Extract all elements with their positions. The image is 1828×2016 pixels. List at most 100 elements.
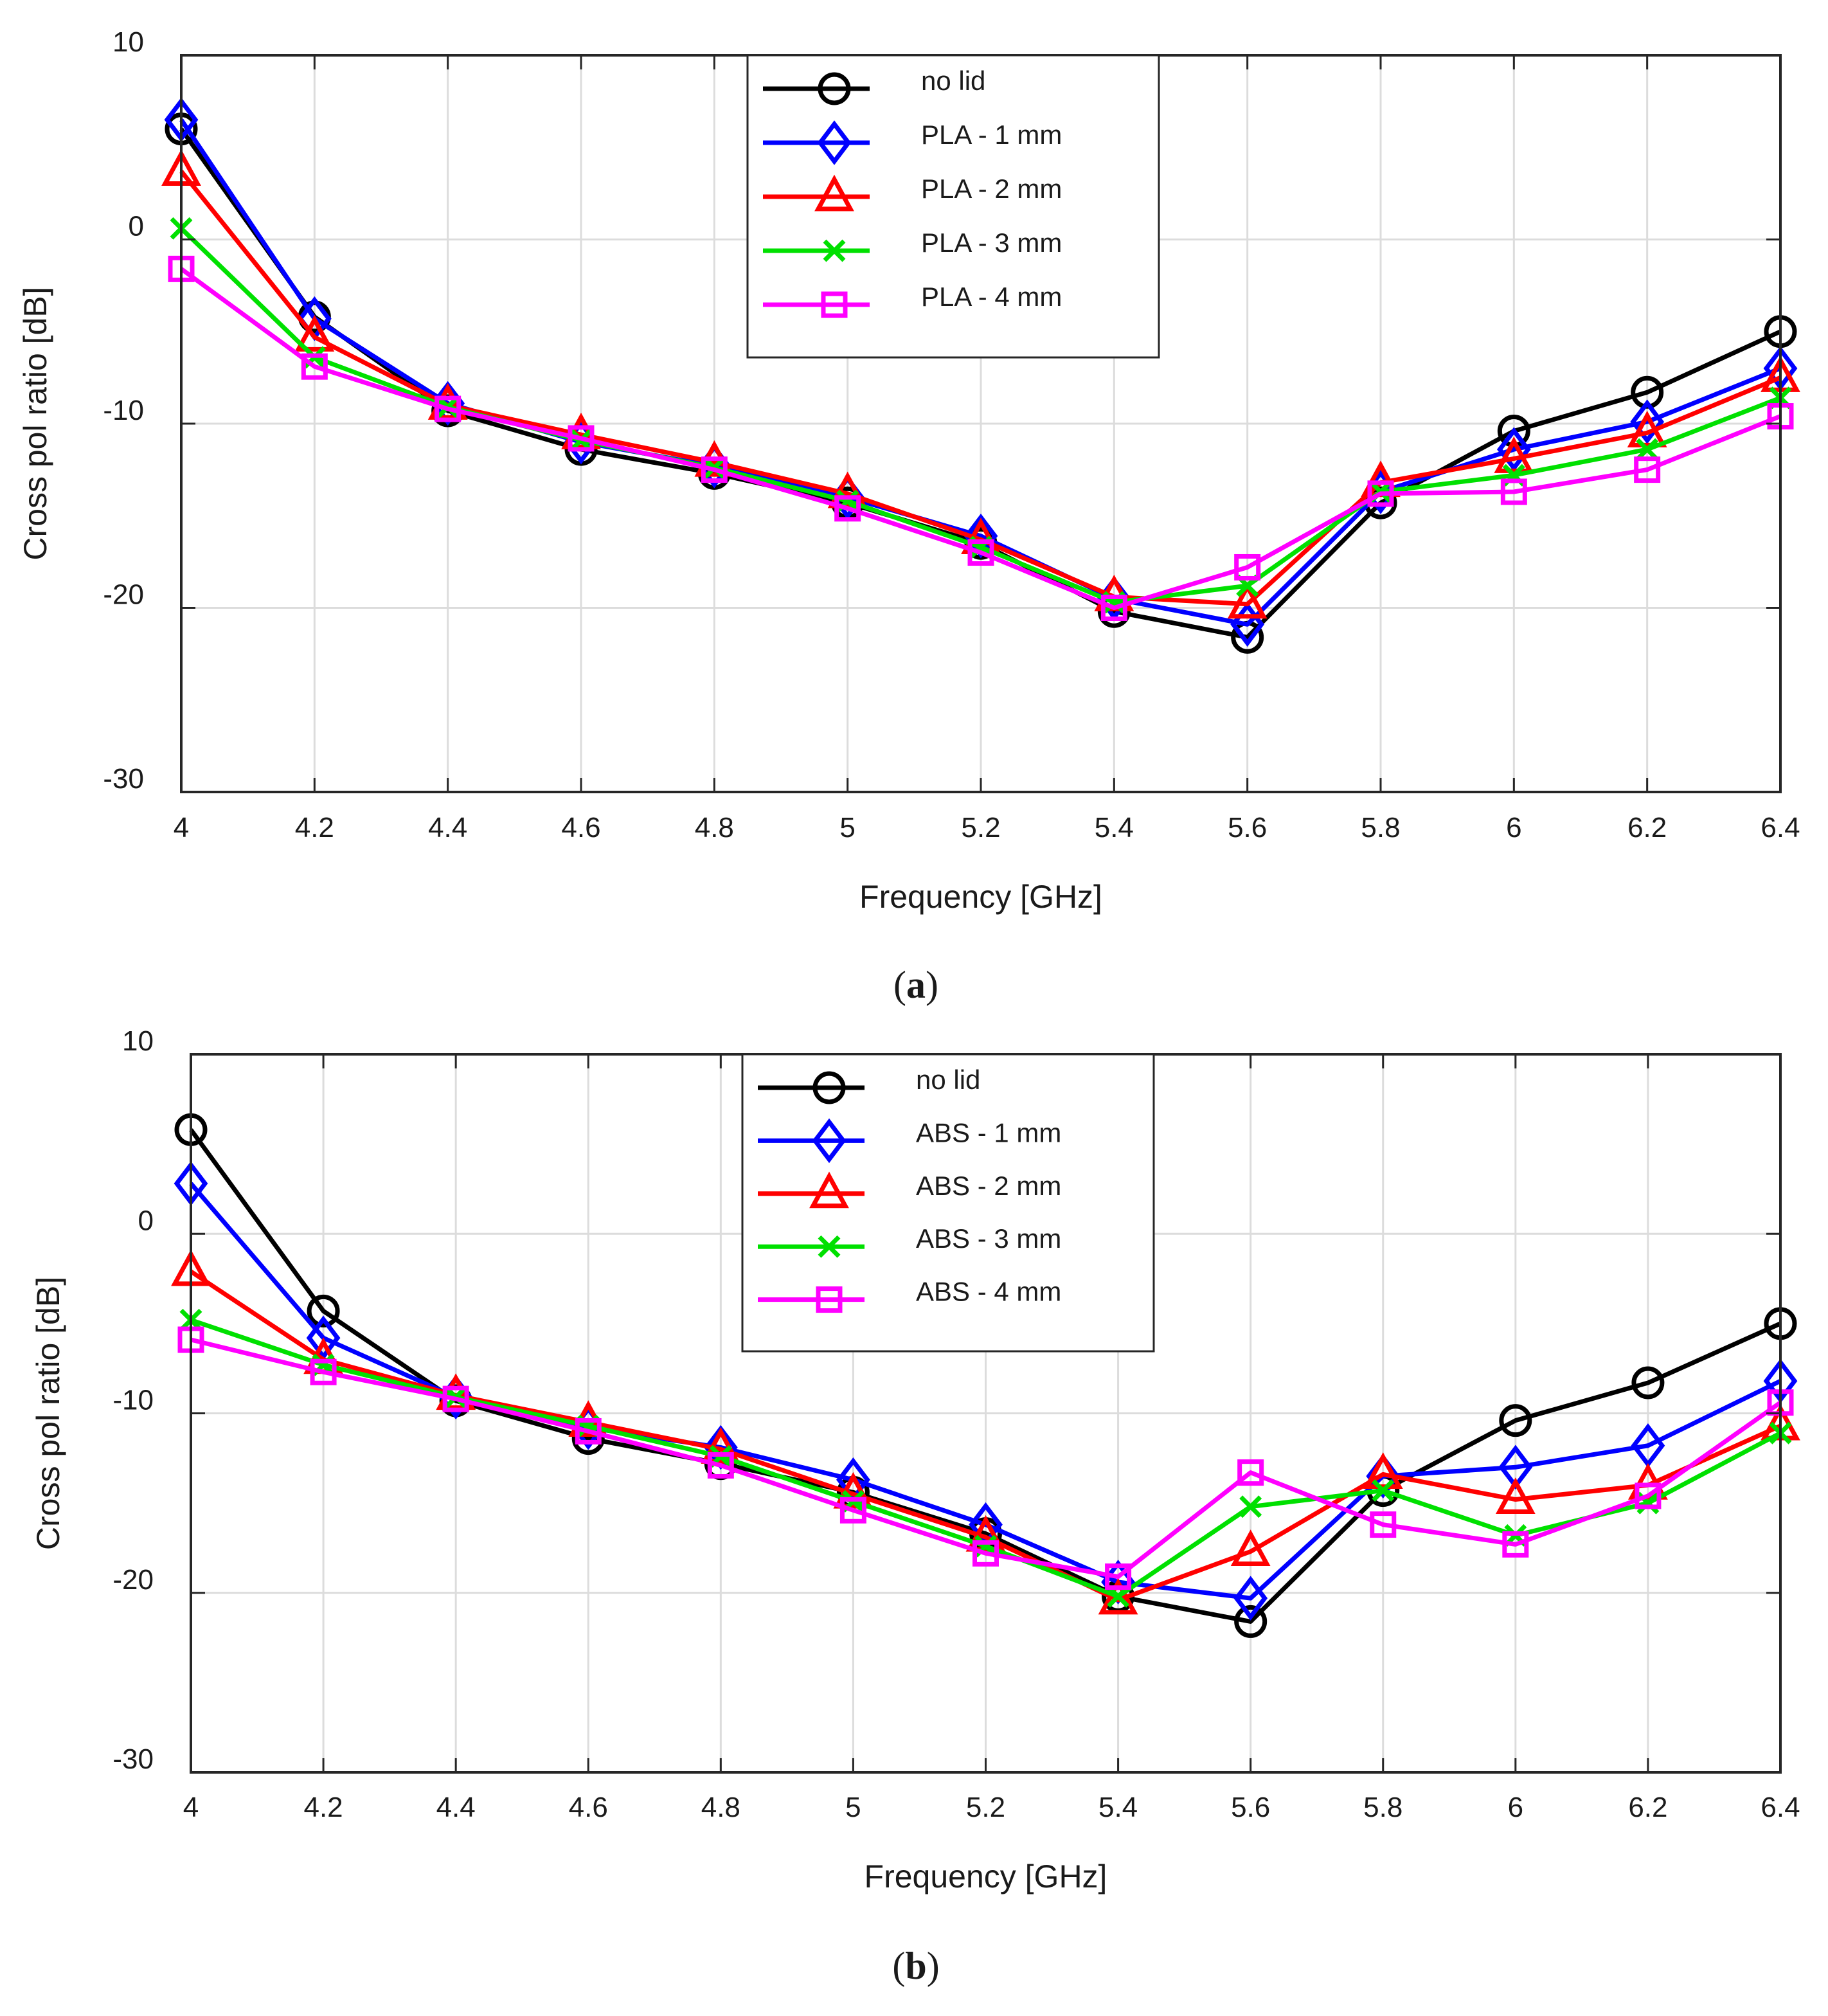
data-point [1239,1495,1262,1518]
data-point [307,1294,340,1328]
x-tick-label: 6.2 [1627,812,1667,843]
data-point [701,456,728,483]
series-pla-4-mm [168,255,1794,621]
x-tick-label: 5.4 [1098,1792,1138,1823]
series-line [190,1337,1782,1580]
x-tick-label: 5.6 [1228,812,1267,843]
y-tick-label: -20 [103,579,144,611]
legend-box [746,54,1160,359]
y-tick-label: -10 [103,395,144,426]
x-tick-label: 5.2 [961,812,1000,843]
data-point [568,425,595,452]
data-point [1502,1531,1529,1558]
legend-entry-abs-1-mm: ABS - 1 mm [758,1117,1061,1164]
x-tick-label: 5.8 [1361,812,1400,843]
x-tick-label: 4 [183,1792,199,1823]
x-tick-label: 4.8 [695,812,734,843]
legend-swatch-marker [823,239,846,262]
data-point [575,1418,602,1444]
data-point [1100,595,1127,621]
data-point [967,539,994,566]
x-tick-label: 6 [1508,1792,1523,1823]
y-tick-label: 10 [122,1025,154,1057]
data-point [1494,437,1534,473]
x-tick-label: 5 [839,812,855,843]
y-tick-label: -30 [103,763,144,795]
x-tick-label: 4.2 [303,1792,343,1823]
y-tick-label: -30 [112,1743,154,1775]
x-tick-label: 4.4 [436,1792,476,1823]
data-point [1098,1578,1138,1615]
legend-label: PLA - 4 mm [921,282,1062,312]
chart-panel-a: 4 4.2 4.4 4.6 4.8 5 5.2 5.4 5.6 5.8 6 6.2 6.4 10 0 -10 -… [17,26,1800,915]
data-point [972,1540,999,1567]
legend: no lid PLA - 1 mm PLA - 2 mm PLA - 3 mm PLA … [746,54,1160,359]
y-tick-label: 10 [112,26,144,58]
y-tick-label: 0 [129,211,144,242]
x-tick-label: 5.6 [1231,1792,1270,1823]
data-point [1627,410,1667,447]
x-tick-label: 4.8 [701,1792,740,1823]
data-point [1500,478,1527,505]
legend-label: ABS - 1 mm [916,1117,1061,1148]
chart-panel-b: 4 4.2 4.4 4.6 4.8 5 5.2 5.4 5.6 5.8 6 6.2 6.4 10 0 -10 -… [30,1025,1800,1895]
panel-a-caption: (a) [893,964,938,1006]
x-tick-label: 5.2 [966,1792,1005,1823]
data-point [1631,1366,1665,1400]
legend-swatch-marker [816,1286,843,1313]
data-point [707,1452,734,1479]
legend-label: ABS - 2 mm [916,1171,1061,1201]
legend-swatch-marker [818,72,851,105]
legend-entry-pla-4-mm: PLA - 4 mm [763,282,1062,318]
data-point [1234,554,1261,580]
data-point [1635,1482,1662,1509]
data-point [1367,480,1394,507]
data-point [1370,1511,1397,1538]
legend: no lid ABS - 1 mm ABS - 2 mm ABS - 3 mm ABS … [741,1053,1155,1353]
x-tick-label: 5.8 [1363,1792,1402,1823]
data-point [1495,1477,1536,1515]
legend-label: PLA - 3 mm [921,228,1062,258]
data-point [1234,1605,1268,1638]
x-tick-label: 6.2 [1628,1792,1667,1823]
data-point [1630,399,1665,444]
legend-swatch-marker [809,1171,849,1209]
data-point [1233,1576,1268,1621]
legend-swatch-marker [814,174,854,212]
legend-entry-pla-1-mm: PLA - 1 mm [763,120,1062,165]
legend-box [741,1053,1155,1353]
data-point [306,1315,341,1361]
legend-entry-no-lid: no lid [758,1065,980,1104]
data-point [1496,427,1531,472]
legend-entry-pla-2-mm: PLA - 2 mm [763,174,1062,212]
data-point [834,495,861,522]
series-line [179,267,1782,610]
data-point [436,1373,476,1410]
legend-entry-abs-4-mm: ABS - 4 mm [758,1277,1061,1313]
legend-entry-no-lid: no lid [763,66,985,105]
x-tick-label: 6.4 [1761,812,1800,843]
x-tick-label: 5 [845,1792,861,1823]
data-point [1499,1404,1532,1437]
data-point [1237,1459,1264,1486]
x-axis-label: Frequency [GHz] [865,1859,1107,1895]
legend-swatch-marker [821,291,848,318]
data-point [442,1385,469,1412]
data-point [294,315,335,352]
y-axis-label: Cross pol ratio [dB] [30,1277,66,1550]
y-axis-label: Cross pol ratio [dB] [17,287,53,560]
data-point [310,1358,337,1385]
x-tick-label: 4.6 [569,1792,608,1823]
data-point [1105,1563,1132,1590]
x-tick-label: 6.4 [1761,1792,1800,1823]
x-tick-label: 5.4 [1095,812,1134,843]
legend-label: PLA - 2 mm [921,174,1062,204]
x-tick-label: 6 [1506,812,1521,843]
legend-label: ABS - 3 mm [916,1223,1061,1254]
data-point [839,1497,866,1524]
y-tick-label: 0 [138,1205,154,1236]
legend-swatch-marker [817,120,852,165]
data-point [1227,582,1268,619]
y-tick-label: -20 [112,1564,154,1596]
